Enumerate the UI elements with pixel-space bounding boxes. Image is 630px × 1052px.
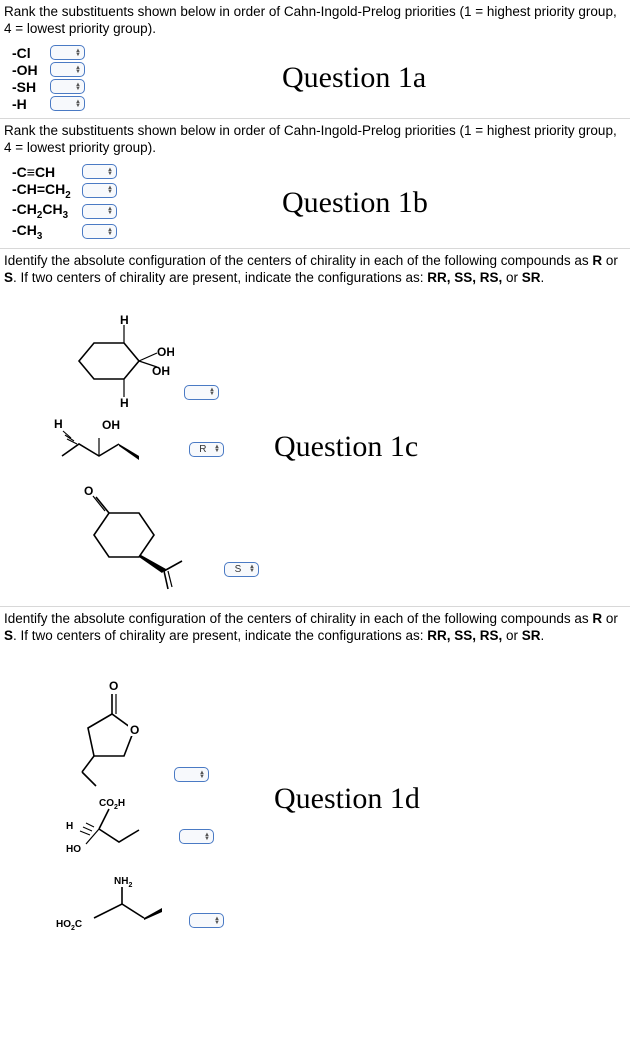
chevron-updown-icon: ▲▼ — [204, 833, 210, 841]
svg-text:O: O — [84, 484, 93, 498]
q1a-sub-3: -H — [12, 96, 44, 112]
q1c-struct-1: H OH OH H ▲▼ — [44, 313, 264, 408]
q1a-row-1: -OH ▲▼ — [12, 62, 272, 78]
q1c-struct-3: O S▲▼ — [44, 475, 264, 595]
chevron-updown-icon: ▲▼ — [107, 228, 113, 236]
q1b-substituents: -C≡CH ▲▼ -CH=CH2 ▲▼ -CH2CH3 ▲▼ -CH3 ▲▼ — [4, 163, 272, 243]
q1a-body: -Cl ▲▼ -OH ▲▼ -SH ▲▼ -H ▲▼ Question 1a — [4, 44, 626, 113]
divider-3 — [0, 606, 630, 607]
q1c-select-1[interactable]: R▲▼ — [189, 442, 224, 457]
chevron-updown-icon: ▲▼ — [107, 186, 113, 194]
svg-text:O: O — [130, 723, 139, 737]
q1c-structures: H OH OH H ▲▼ H — [4, 293, 264, 601]
svg-text:CO2H: CO2H — [99, 798, 125, 811]
q1a-row-2: -SH ▲▼ — [12, 79, 272, 95]
chevron-updown-icon: ▲▼ — [214, 445, 220, 453]
q1d-select-2[interactable]: ▲▼ — [189, 913, 224, 928]
svg-text:OH: OH — [157, 345, 174, 359]
q1a-label-col: Question 1a — [272, 61, 626, 95]
chevron-updown-icon: ▲▼ — [107, 207, 113, 215]
q1b-sub-3: -CH3 — [12, 222, 76, 242]
q1d-body: O O ▲▼ CO2H — [4, 650, 626, 948]
q1d-struct-3: NH2 HO2C ▲▼ — [44, 872, 264, 942]
q1a-select-2[interactable]: ▲▼ — [50, 79, 85, 94]
svg-text:HO2C: HO2C — [56, 919, 82, 932]
q1a-select-1[interactable]: ▲▼ — [50, 62, 85, 77]
q1a-sub-1: -OH — [12, 62, 44, 78]
chevron-updown-icon: ▲▼ — [209, 388, 215, 396]
question-1b-block: Rank the substituents shown below in ord… — [4, 123, 626, 244]
question-1c-block: Identify the absolute configuration of t… — [4, 253, 626, 602]
q1b-body: -C≡CH ▲▼ -CH=CH2 ▲▼ -CH2CH3 ▲▼ -CH3 ▲▼ Q… — [4, 163, 626, 243]
q1b-select-1[interactable]: ▲▼ — [82, 183, 117, 198]
q1d-label-col: Question 1d — [264, 782, 626, 816]
q1c-label-col: Question 1c — [264, 430, 626, 464]
q1b-select-2[interactable]: ▲▼ — [82, 204, 117, 219]
q1b-select-3[interactable]: ▲▼ — [82, 224, 117, 239]
svg-text:H: H — [120, 313, 129, 327]
q1a-sub-0: -Cl — [12, 45, 44, 61]
q1b-sub-1: -CH=CH2 — [12, 181, 76, 201]
q1c-prompt: Identify the absolute configuration of t… — [4, 253, 626, 287]
q1b-row-3: -CH3 ▲▼ — [12, 222, 272, 242]
q1c-select-0[interactable]: ▲▼ — [184, 385, 219, 400]
chevron-updown-icon: ▲▼ — [75, 100, 81, 108]
svg-text:OH: OH — [152, 364, 170, 378]
q1d-struct-2: CO2H H HO ▲▼ — [44, 794, 264, 866]
molecule-diagram-3: O — [44, 475, 214, 595]
svg-text:HO: HO — [66, 844, 81, 855]
svg-text:O: O — [109, 679, 118, 693]
q1d-structures: O O ▲▼ CO2H — [4, 650, 264, 948]
q1a-select-3[interactable]: ▲▼ — [50, 96, 85, 111]
chevron-updown-icon: ▲▼ — [75, 83, 81, 91]
chevron-updown-icon: ▲▼ — [214, 917, 220, 925]
divider-1 — [0, 118, 630, 119]
svg-text:H: H — [66, 821, 73, 832]
molecule-diagram-2: H OH — [44, 414, 179, 469]
molecule-diagram-1: H OH OH H — [44, 313, 174, 408]
q1a-prompt: Rank the substituents shown below in ord… — [4, 4, 626, 38]
svg-text:H: H — [120, 396, 129, 408]
divider-2 — [0, 248, 630, 249]
question-1a-block: Rank the substituents shown below in ord… — [4, 4, 626, 114]
chevron-updown-icon: ▲▼ — [75, 49, 81, 57]
q1b-prompt: Rank the substituents shown below in ord… — [4, 123, 626, 157]
q1b-row-1: -CH=CH2 ▲▼ — [12, 181, 272, 201]
q1b-row-2: -CH2CH3 ▲▼ — [12, 201, 272, 221]
q1c-body: H OH OH H ▲▼ H — [4, 293, 626, 601]
chevron-updown-icon: ▲▼ — [107, 168, 113, 176]
q1d-label: Question 1d — [274, 782, 420, 815]
q1b-select-0[interactable]: ▲▼ — [82, 164, 117, 179]
chevron-updown-icon: ▲▼ — [75, 66, 81, 74]
svg-text:H: H — [54, 417, 63, 431]
q1d-select-0[interactable]: ▲▼ — [174, 767, 209, 782]
q1b-sub-0: -C≡CH — [12, 164, 76, 180]
q1d-struct-1: O O ▲▼ — [44, 668, 264, 788]
molecule-diagram-6: NH2 HO2C — [44, 872, 179, 942]
question-1d-block: Identify the absolute configuration of t… — [4, 611, 626, 950]
q1b-sub-2: -CH2CH3 — [12, 201, 76, 221]
svg-text:OH: OH — [102, 418, 120, 432]
q1b-label-col: Question 1b — [272, 186, 626, 220]
q1d-select-1[interactable]: ▲▼ — [179, 829, 214, 844]
molecule-diagram-4: O O — [44, 668, 164, 788]
q1a-label: Question 1a — [282, 61, 426, 94]
molecule-diagram-5: CO2H H HO — [44, 794, 169, 866]
q1a-row-3: -H ▲▼ — [12, 96, 272, 112]
q1a-sub-2: -SH — [12, 79, 44, 95]
q1d-prompt: Identify the absolute configuration of t… — [4, 611, 626, 645]
q1a-substituents: -Cl ▲▼ -OH ▲▼ -SH ▲▼ -H ▲▼ — [4, 44, 272, 113]
q1a-row-0: -Cl ▲▼ — [12, 45, 272, 61]
chevron-updown-icon: ▲▼ — [199, 771, 205, 779]
chevron-updown-icon: ▲▼ — [249, 565, 255, 573]
svg-text:NH2: NH2 — [114, 876, 132, 889]
q1b-label: Question 1b — [282, 186, 428, 219]
q1c-select-2[interactable]: S▲▼ — [224, 562, 259, 577]
q1c-struct-2: H OH R▲▼ — [44, 414, 264, 469]
q1b-row-0: -C≡CH ▲▼ — [12, 164, 272, 180]
q1c-label: Question 1c — [274, 430, 418, 463]
q1a-select-0[interactable]: ▲▼ — [50, 45, 85, 60]
